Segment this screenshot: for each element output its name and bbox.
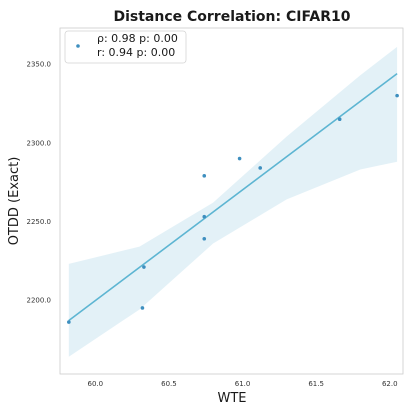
scatter-points — [67, 93, 399, 324]
data-point — [140, 306, 145, 310]
y-axis-label: OTDD (Exact) — [7, 157, 22, 246]
regression-line-path — [68, 72, 398, 322]
y-tick-label: 2300.0 — [27, 139, 52, 147]
regression-line — [68, 72, 398, 322]
plot-frame — [59, 27, 404, 375]
data-point — [202, 236, 207, 241]
legend-entry-r: r: 0.94 p: 0.00 — [97, 46, 175, 59]
legend-box — [64, 30, 187, 64]
data-point — [202, 174, 207, 178]
y-tick-label: 2350.0 — [27, 61, 52, 69]
data-point — [142, 265, 146, 269]
x-axis-ticks: 60.0 60.5 61.0 61.5 62.0 — [88, 380, 398, 388]
confidence-band — [68, 46, 398, 357]
confidence-band-area — [68, 46, 398, 357]
x-tick-label: 62.0 — [382, 380, 398, 388]
legend-marker — [76, 44, 80, 48]
x-tick-label: 60.5 — [161, 380, 177, 388]
chart-title: Distance Correlation: CIFAR10 — [113, 9, 350, 25]
data-point — [67, 320, 71, 324]
x-axis-label: WTE — [217, 391, 246, 406]
data-point — [395, 93, 399, 98]
x-tick-label: 61.0 — [235, 380, 251, 388]
x-tick-label: 60.0 — [88, 380, 104, 388]
legend: ρ: 0.98 p: 0.00 r: 0.94 p: 0.00 — [64, 30, 187, 64]
legend-entry-rho: ρ: 0.98 p: 0.00 — [97, 32, 178, 45]
y-axis-ticks: 2200.0 2250.0 2300.0 2350.0 — [27, 61, 52, 305]
data-point — [237, 156, 242, 161]
data-point — [202, 214, 207, 219]
y-tick-label: 2250.0 — [27, 218, 52, 226]
x-tick-label: 61.5 — [308, 380, 324, 388]
y-tick-label: 2200.0 — [27, 297, 52, 305]
data-point — [337, 117, 342, 122]
data-point — [258, 166, 263, 170]
